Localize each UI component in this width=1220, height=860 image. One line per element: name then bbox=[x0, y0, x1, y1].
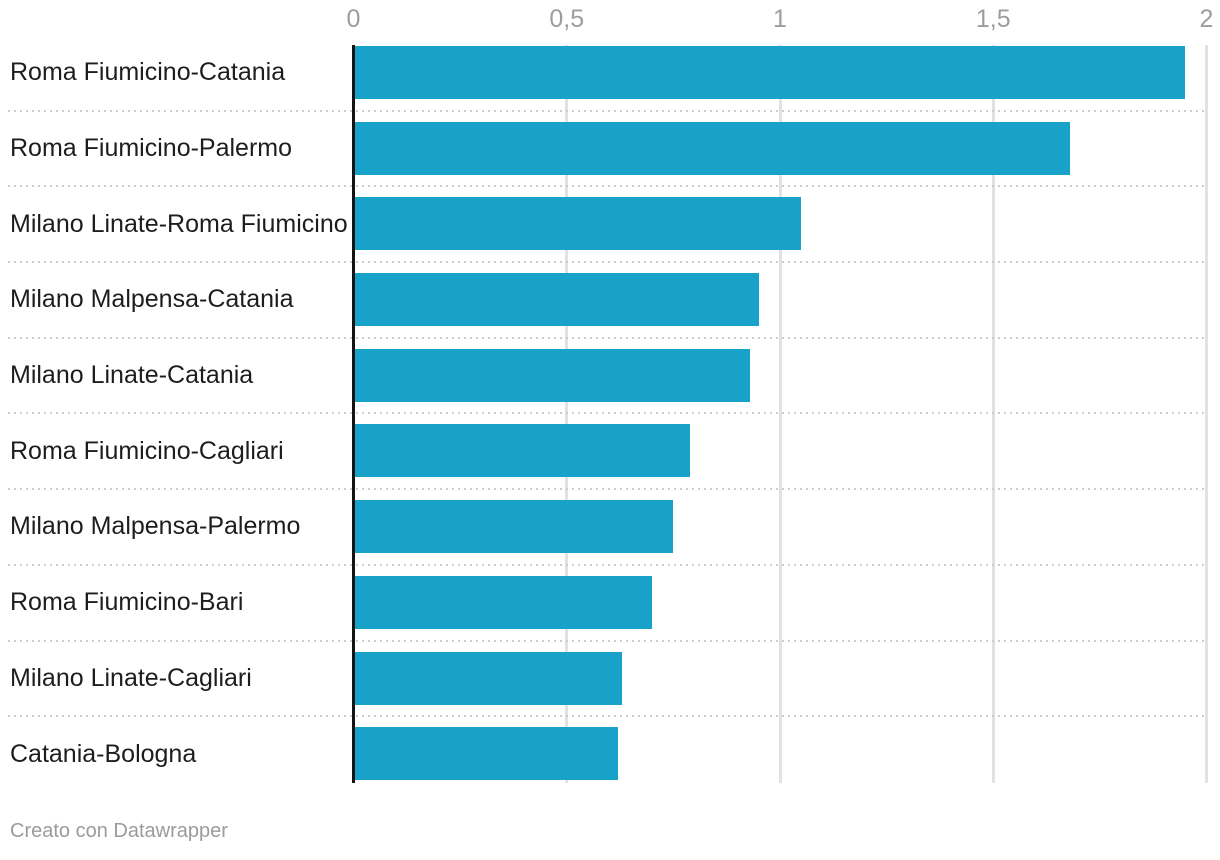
bar[interactable] bbox=[355, 424, 691, 478]
bar-row: Roma Fiumicino-Bari bbox=[0, 565, 1220, 642]
bar-row: Milano Malpensa-Palermo bbox=[0, 489, 1220, 566]
bar-track bbox=[355, 262, 1220, 338]
bar-track bbox=[355, 565, 1220, 641]
row-separator bbox=[8, 563, 1208, 566]
category-label: Milano Linate-Catania bbox=[10, 361, 254, 390]
category-label: Roma Fiumicino-Cagliari bbox=[10, 436, 284, 465]
bar-track bbox=[355, 413, 1220, 489]
bar[interactable] bbox=[355, 46, 1186, 99]
row-separator bbox=[8, 261, 1208, 264]
x-tick-label: 0,5 bbox=[549, 5, 585, 33]
bar[interactable] bbox=[355, 121, 1071, 175]
bar[interactable] bbox=[355, 575, 653, 629]
bar[interactable] bbox=[355, 500, 674, 554]
category-label: Roma Fiumicino-Palermo bbox=[10, 134, 293, 163]
category-label: Roma Fiumicino-Catania bbox=[10, 58, 286, 87]
bar-row: Roma Fiumicino-Catania bbox=[0, 35, 1220, 112]
row-separator bbox=[8, 412, 1208, 415]
row-separator bbox=[8, 109, 1208, 112]
category-label: Catania-Bologna bbox=[10, 739, 197, 768]
bar-row: Roma Fiumicino-Palermo bbox=[0, 111, 1220, 188]
category-label: Milano Malpensa-Palermo bbox=[10, 512, 301, 541]
bar-row: Milano Linate-Roma Fiumicino bbox=[0, 186, 1220, 264]
bar-row: Roma Fiumicino-Cagliari bbox=[0, 413, 1220, 491]
zero-axis-line bbox=[352, 45, 355, 783]
bar[interactable] bbox=[355, 197, 802, 251]
bar-rows: Roma Fiumicino-Catania Roma Fiumicino-Pal… bbox=[0, 35, 1220, 792]
category-label: Roma Fiumicino-Bari bbox=[10, 588, 244, 617]
bar[interactable] bbox=[355, 651, 623, 705]
bar-track bbox=[355, 186, 1220, 262]
x-tick-label: 2 bbox=[1199, 5, 1214, 33]
bar-track bbox=[355, 35, 1220, 111]
bar-track bbox=[355, 716, 1220, 792]
category-label: Milano Malpensa-Catania bbox=[10, 285, 294, 314]
bar[interactable] bbox=[355, 727, 618, 781]
bar-track bbox=[355, 338, 1220, 414]
row-separator bbox=[8, 185, 1208, 188]
row-separator bbox=[8, 336, 1208, 339]
bar[interactable] bbox=[355, 273, 759, 327]
bar-row: Milano Malpensa-Catania bbox=[0, 262, 1220, 339]
row-separator bbox=[8, 488, 1208, 491]
row-separator bbox=[8, 715, 1208, 718]
x-tick-label: 1,5 bbox=[975, 5, 1011, 33]
bar-track bbox=[355, 641, 1220, 717]
bar-track bbox=[355, 489, 1220, 565]
bar-row: Milano Linate-Catania bbox=[0, 338, 1220, 415]
row-separator bbox=[8, 639, 1208, 642]
x-tick-label: 1 bbox=[773, 5, 787, 33]
bar-track bbox=[355, 111, 1220, 187]
bar-row: Milano Linate-Cagliari bbox=[0, 641, 1220, 718]
bar-row: Catania-Bologna bbox=[0, 716, 1220, 792]
category-label: Milano Linate-Cagliari bbox=[10, 663, 252, 692]
x-tick-label: 0 bbox=[346, 5, 361, 33]
category-label: Milano Linate-Roma Fiumicino bbox=[10, 209, 348, 238]
bar[interactable] bbox=[355, 348, 751, 402]
attribution-text: Creato con Datawrapper bbox=[10, 820, 228, 842]
